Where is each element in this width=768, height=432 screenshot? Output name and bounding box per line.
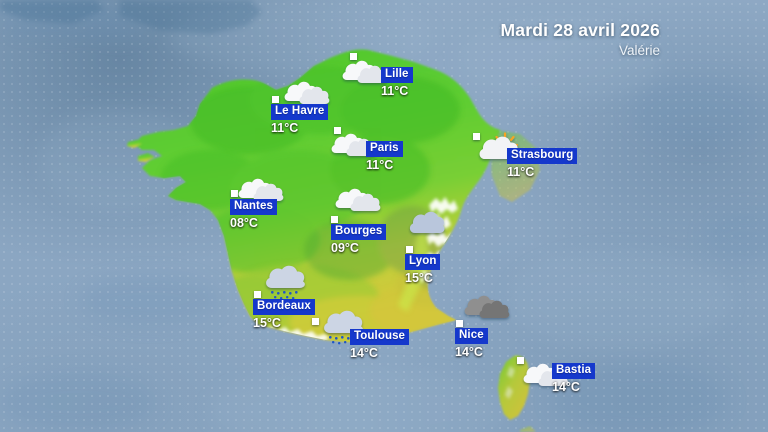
city-temperature: 11°C [381,84,409,98]
city-name: Nice [455,328,488,344]
city-label-lille[interactable]: Lille 11°C [381,64,413,98]
cloudy-icon [341,58,388,86]
forecast-date: Mardi 28 avril 2026 [500,20,660,40]
city-marker-bordeaux [254,291,261,298]
city-label-lyon[interactable]: Lyon 15°C [405,251,441,285]
saint-of-the-day: Valérie [618,43,660,58]
city-temperature: 08°C [230,216,258,230]
city-temperature: 11°C [507,165,535,179]
cloudy-icon [237,176,284,204]
city-marker-lille [350,53,357,60]
city-temperature: 14°C [350,346,378,360]
city-marker-bastia [517,357,524,364]
city-label-le-havre[interactable]: Le Havre 11°C [271,101,329,135]
city-name: Nantes [230,199,277,215]
city-name: Lille [381,67,413,83]
city-label-bastia[interactable]: Bastia 14°C [552,360,596,394]
city-label-paris[interactable]: Paris 11°C [366,138,403,172]
city-label-bourges[interactable]: Bourges 09°C [331,221,387,255]
city-marker-nantes [231,190,238,197]
city-marker-nice [456,320,463,327]
city-name: Paris [366,141,403,157]
city-label-strasbourg[interactable]: Strasbourg 11°C [507,145,578,179]
city-temperature: 14°C [455,345,483,359]
cloudy-icon [334,186,381,214]
city-name: Lyon [405,254,441,270]
rain-icon [321,310,367,345]
city-marker-strasbourg [473,133,480,140]
city-marker-toulouse [312,318,319,325]
city-label-nantes[interactable]: Nantes 08°C [230,196,277,230]
overcast-icon [408,211,445,237]
city-marker-le-havre [272,96,279,103]
header-date-block: Mardi 28 avril 2026 Valérie [501,20,660,60]
city-marker-lyon [406,246,413,253]
city-temperature: 11°C [366,158,394,172]
city-name: Strasbourg [507,148,578,164]
city-temperature: 14°C [552,380,580,394]
city-temperature: 09°C [331,241,359,255]
city-temperature: 15°C [253,316,281,330]
city-name: Toulouse [350,329,410,345]
city-name: Bordeaux [253,299,315,315]
city-temperature: 11°C [271,121,299,135]
city-name: Bourges [331,224,387,240]
city-label-bordeaux[interactable]: Bordeaux 15°C [253,296,315,330]
cloudy-icon [463,293,510,321]
cloudy-icon [283,79,330,107]
city-marker-paris [334,127,341,134]
rain-icon [263,265,309,300]
city-marker-bourges [331,216,338,223]
city-temperature: 15°C [405,271,433,285]
city-label-toulouse[interactable]: Toulouse 14°C [350,326,410,360]
city-name: Bastia [552,363,596,379]
city-label-nice[interactable]: Nice 14°C [455,325,488,359]
city-name: Le Havre [271,104,329,120]
